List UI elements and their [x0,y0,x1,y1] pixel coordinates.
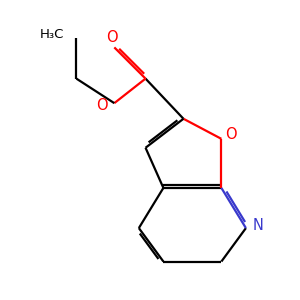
Text: O: O [96,98,108,113]
Text: H₃C: H₃C [40,28,64,41]
Text: O: O [225,127,237,142]
Text: N: N [253,218,264,233]
Text: O: O [106,30,118,45]
